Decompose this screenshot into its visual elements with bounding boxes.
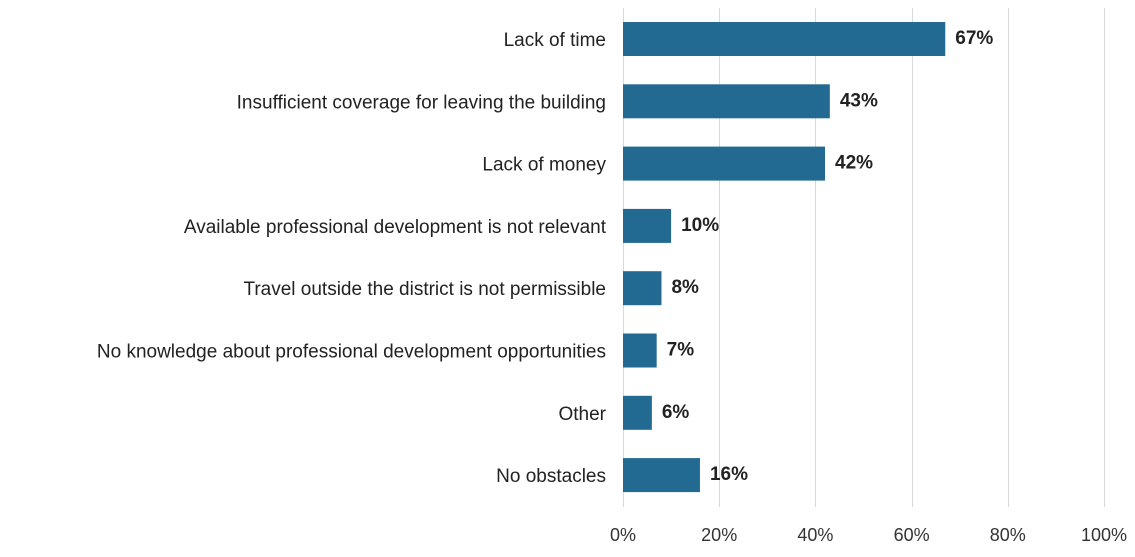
x-tick-label: 40% <box>797 525 833 545</box>
bar <box>623 271 662 306</box>
category-label: Available professional development is no… <box>184 217 607 238</box>
value-label: 42% <box>835 153 873 174</box>
category-label: Other <box>558 404 606 425</box>
bar <box>623 395 652 430</box>
bar <box>623 84 830 119</box>
category-label: Lack of time <box>504 30 606 51</box>
bars <box>623 22 946 493</box>
value-label: 67% <box>955 28 993 49</box>
x-tick-label: 100% <box>1081 525 1127 545</box>
value-label: 16% <box>710 464 748 485</box>
x-tick-label: 80% <box>990 525 1026 545</box>
category-label: No knowledge about professional developm… <box>97 342 606 363</box>
x-tick-label: 60% <box>894 525 930 545</box>
value-label: 10% <box>681 215 719 236</box>
bar <box>623 208 672 243</box>
bar <box>623 22 946 56</box>
category-label: Travel outside the district is not permi… <box>243 279 606 300</box>
bar <box>623 333 657 368</box>
bar <box>623 146 826 181</box>
x-tick-label: 20% <box>701 525 737 545</box>
value-label: 8% <box>671 277 699 298</box>
x-axis-tick-labels: 0% 20% 40% 60% 80% 100% <box>610 525 1127 545</box>
category-label: Lack of money <box>482 155 606 176</box>
category-labels: Lack of time Insufficient coverage for le… <box>97 30 607 487</box>
value-label: 7% <box>667 340 695 361</box>
bar <box>623 458 700 493</box>
category-label: Insufficient coverage for leaving the bu… <box>237 92 606 113</box>
value-label: 6% <box>662 402 690 423</box>
category-label: No obstacles <box>496 466 606 487</box>
value-labels: 67% 43% 42% 10% 8% 7% 6% 16% <box>662 28 994 485</box>
value-label: 43% <box>840 90 878 111</box>
gridlines <box>623 8 1105 507</box>
x-tick-label: 0% <box>610 525 636 545</box>
